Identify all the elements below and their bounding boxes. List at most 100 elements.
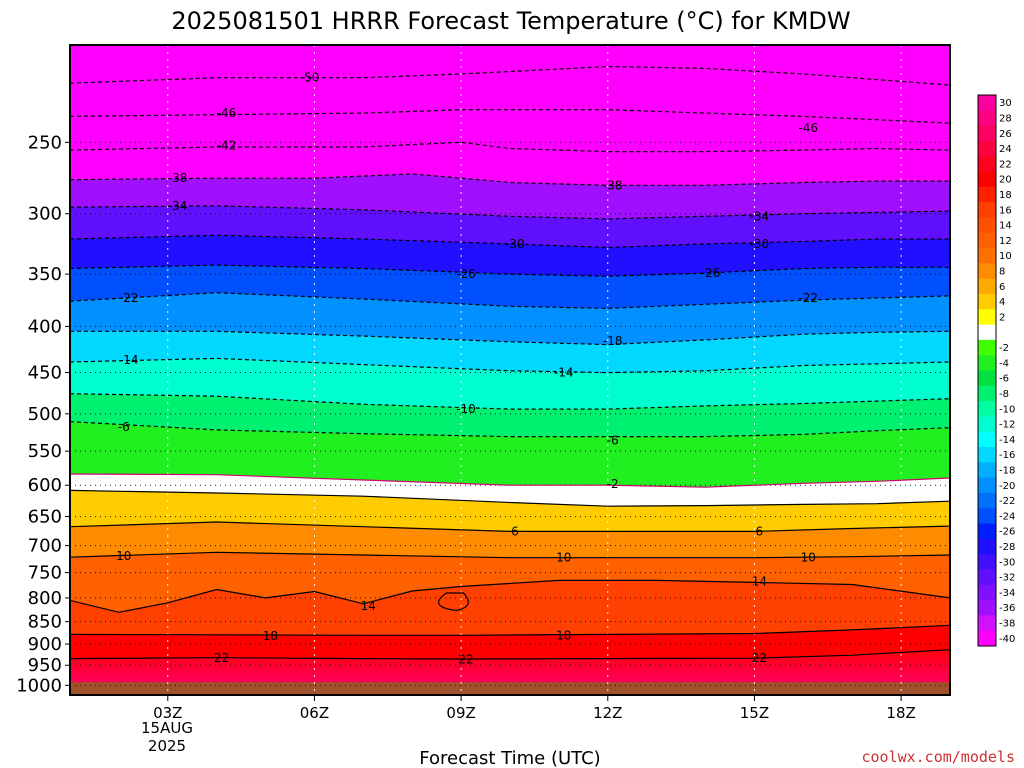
colorbar-box-4 [978, 293, 996, 310]
contour-label-31: 22 [458, 652, 473, 666]
ground-surface [70, 682, 950, 695]
temperature-bands [70, 66, 950, 659]
contour-14 [70, 579, 950, 613]
colorbar-box--24 [978, 508, 996, 525]
band--6--2 [70, 421, 950, 488]
colorbar-box--32 [978, 569, 996, 586]
ytick-label-450: 450 [28, 363, 62, 384]
colorbar-box-20 [978, 171, 996, 188]
colorbar-box-10 [978, 248, 996, 264]
colorbar-label-16: 16 [999, 205, 1012, 216]
contour-label-9: -30 [750, 237, 770, 251]
colorbar-box--38 [978, 615, 996, 632]
colorbar-box--12 [978, 416, 996, 433]
plot-frame [69, 44, 951, 696]
colorbar-label-24: 24 [999, 144, 1012, 155]
contour-label-1: -46 [217, 106, 237, 120]
colorbar-label-26: 26 [999, 129, 1012, 140]
contour-labels: -50-46-46-42-38-38-34-34-30 -30-26 -26-22-… [116, 71, 818, 667]
band--50--46 [70, 66, 950, 124]
colorbar-label-28: 28 [999, 113, 1012, 124]
contour-label-16: -14 [554, 366, 574, 380]
colorbar-box--30 [978, 554, 996, 570]
colorbar-label-4: 4 [999, 297, 1005, 308]
colorbar-label--14: -14 [999, 435, 1015, 446]
ytick-label-800: 800 [28, 588, 62, 609]
contour--38 [70, 173, 950, 186]
contour-label-11: -26 [701, 266, 721, 280]
colorbar-frame [977, 94, 997, 647]
contour-label-29: 18 [556, 628, 571, 642]
colorbar-label--18: -18 [999, 465, 1015, 476]
colorbar-box-12 [978, 232, 996, 249]
colorbar-box--34 [978, 584, 996, 601]
ytick-label-750: 750 [28, 563, 62, 584]
contour-10 [70, 551, 950, 559]
contour-label-20: -2 [607, 477, 619, 491]
band--22--18 [70, 292, 950, 345]
colorbar-label-12: 12 [999, 236, 1012, 247]
colorbar-label--6: -6 [999, 374, 1009, 385]
colorbar-label--10: -10 [999, 404, 1015, 415]
ytick-label-500: 500 [28, 404, 62, 425]
contour-label-6: -34 [168, 199, 188, 213]
ytick-label-600: 600 [28, 475, 62, 496]
contour-label-21: 6 [511, 524, 519, 538]
band--46--42 [70, 109, 950, 152]
band-6-10 [70, 522, 950, 558]
xtick-label-09Z: 09Z [446, 704, 475, 722]
contour-label-30: 22 [214, 651, 229, 665]
colorbar-box-22 [978, 156, 996, 173]
contour--2 [70, 473, 950, 488]
band--42--38 [70, 142, 950, 186]
colorbar-label--12: -12 [999, 420, 1015, 431]
colorbar-label-6: 6 [999, 282, 1005, 293]
contour-label-14: -18 [603, 334, 623, 348]
colorbar-label-18: 18 [999, 190, 1012, 201]
contour-label-18: -6 [118, 420, 130, 434]
ytick-label-650: 650 [28, 507, 62, 528]
colorbar-label-30: 30 [999, 98, 1012, 109]
contour-18 [70, 624, 950, 636]
colorbar-box--28 [978, 538, 996, 555]
xtick-label-06Z: 06Z [300, 704, 329, 722]
colorbar-box--16 [978, 447, 996, 463]
colorbar-box-6 [978, 278, 996, 295]
y-axis-ticks: 2503003504004505005506006507007508008509… [16, 132, 70, 696]
xtick-label-03Z: 03Z [153, 704, 182, 722]
ytick-label-350: 350 [28, 264, 62, 285]
colorbar-label--24: -24 [999, 511, 1015, 522]
band--2-2 [70, 474, 950, 507]
colorbar-box-2 [978, 309, 996, 326]
colorbar-label--28: -28 [999, 542, 1015, 553]
credit-link[interactable]: coolwx.com/models [861, 748, 1015, 766]
xtick-label-12Z: 12Z [593, 704, 622, 722]
band-10-14 [70, 552, 950, 613]
band--14--10 [70, 358, 950, 410]
colorbar-box--6 [978, 370, 996, 387]
contour-label-8: -30 [505, 237, 525, 251]
contour-label-3: -42 [217, 138, 237, 152]
contour-lines [70, 65, 950, 660]
band--10--6 [70, 393, 950, 437]
colorbar-box-30 [978, 95, 996, 111]
colorbar-label-10: 10 [999, 251, 1012, 262]
band-2-6 [70, 490, 950, 532]
contour-14-loop [438, 592, 469, 612]
contour-label-15: -14 [119, 353, 139, 367]
contour-label-32: 22 [752, 651, 767, 665]
colorbar-box-0 [978, 324, 996, 341]
contour-label-22: 6 [756, 524, 764, 538]
colorbar-label--8: -8 [999, 389, 1009, 400]
colorbar-box-28 [978, 110, 996, 127]
grid-lines [70, 45, 950, 695]
band--26--22 [70, 265, 950, 309]
colorbar-box--40 [978, 630, 996, 647]
contour-label-19: -6 [607, 433, 619, 447]
x-date-year: 2025 [148, 737, 186, 755]
colorbar-box-8 [978, 263, 996, 280]
x-axis-label: Forecast Time (UTC) [419, 748, 600, 768]
contour-label-23: 10 [116, 549, 131, 563]
colorbar-box--20 [978, 477, 996, 494]
